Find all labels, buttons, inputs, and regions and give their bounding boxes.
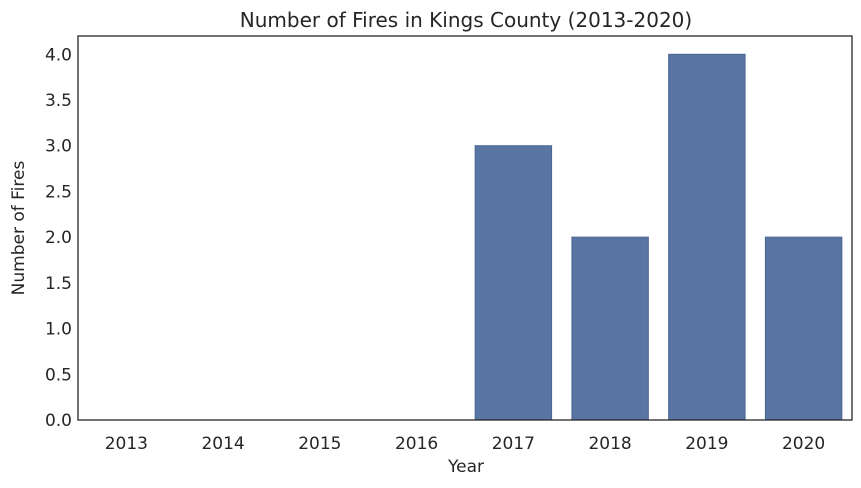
x-tick-label: 2019 [685,434,728,454]
y-tick-label: 1.0 [45,320,72,340]
plot-frame [77,35,853,421]
y-tick-label: 0.0 [45,411,72,431]
y-tick-label: 3.5 [45,91,72,111]
bars-group [474,53,843,421]
y-tick-label: 0.5 [45,365,72,385]
x-tick-label: 2013 [105,434,148,454]
bar-2019 [668,53,746,421]
y-tick-label: 2.5 [45,182,72,202]
y-axis-label: Number of Fires [9,161,29,296]
y-axis-ticks: 0.0 0.5 1.0 1.5 2.0 2.5 3.0 3.5 4.0 [45,45,72,431]
bar-2017 [474,145,553,421]
x-tick-label: 2020 [782,434,825,454]
x-tick-label: 2018 [588,434,631,454]
chart-title: Number of Fires in Kings County (2013-20… [240,8,692,32]
y-tick-label: 2.0 [45,228,72,248]
y-tick-label: 4.0 [45,45,72,65]
x-axis-label: Year [447,457,484,477]
x-axis-ticks: 2013 2014 2015 2016 2017 2018 2019 2020 [105,434,826,454]
x-tick-label: 2015 [298,434,341,454]
bar-2020 [764,236,843,421]
bar-2018 [571,236,649,421]
x-tick-label: 2017 [492,434,535,454]
y-tick-label: 1.5 [45,274,72,294]
x-tick-label: 2016 [395,434,438,454]
y-tick-label: 3.0 [45,137,72,157]
x-tick-label: 2014 [201,434,244,454]
